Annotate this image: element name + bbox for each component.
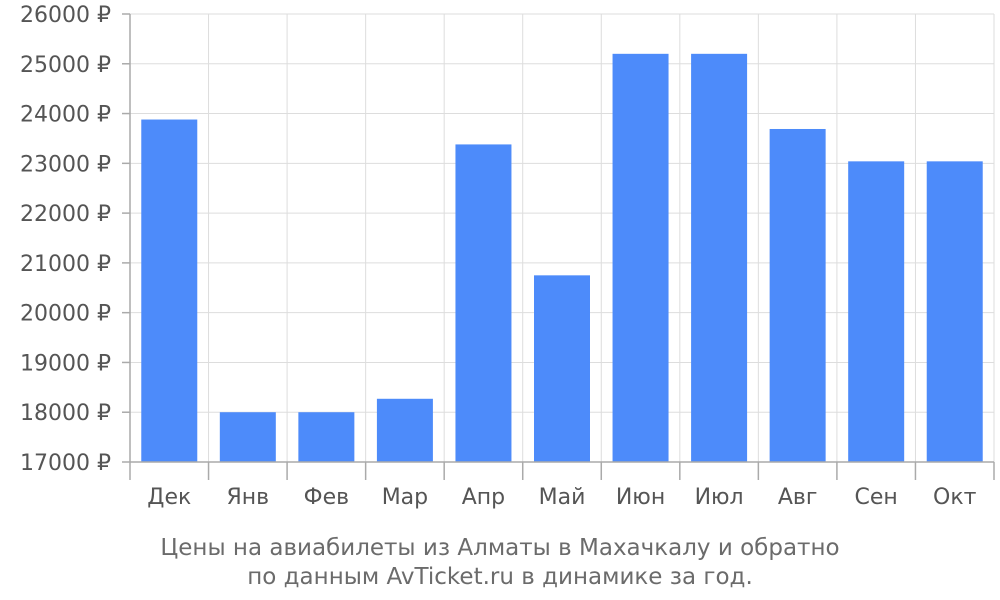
- x-tick-label: Окт: [933, 485, 977, 510]
- bar-Авг: [769, 128, 826, 462]
- bar-Янв: [219, 412, 276, 462]
- chart-caption-line-1: Цены на авиабилеты из Алматы в Махачкалу…: [160, 535, 839, 561]
- bar-Апр: [455, 144, 512, 462]
- x-tick-label: Мар: [382, 485, 428, 510]
- x-tick-label: Апр: [462, 485, 505, 510]
- x-tick-label: Янв: [226, 485, 269, 510]
- y-tick-labels: 17000 ₽ 18000 ₽ 19000 ₽ 20000 ₽ 21000 ₽ 22000…: [20, 3, 111, 476]
- bars: [141, 53, 983, 462]
- y-tick-label: 19000 ₽: [20, 351, 111, 376]
- y-tick-label: 23000 ₽: [20, 152, 111, 177]
- y-tick-label: 21000 ₽: [20, 252, 111, 277]
- y-tick-label: 20000 ₽: [20, 302, 111, 327]
- x-tick-labels: Дек Янв Фев Мар Апр Май Июн Июл Авг Сен Окт: [147, 485, 976, 510]
- x-tick-label: Сен: [855, 485, 898, 510]
- x-tick-label: Май: [539, 485, 586, 510]
- bar-Май: [534, 275, 590, 462]
- bar-Фев: [298, 412, 355, 462]
- bar-Окт: [926, 161, 983, 462]
- chart-caption-line-2: по данным AvTicket.ru в динамике за год.: [247, 564, 753, 590]
- y-tick-label: 25000 ₽: [20, 53, 111, 78]
- grid: [130, 13, 995, 463]
- axes: [122, 13, 995, 480]
- x-tick-label: Дек: [147, 485, 191, 510]
- x-tick-label: Июн: [616, 485, 665, 510]
- y-tick-label: 22000 ₽: [20, 202, 111, 227]
- bar-Июл: [691, 53, 748, 462]
- y-tick-label: 17000 ₽: [20, 451, 111, 476]
- bar-Июн: [612, 53, 669, 462]
- x-tick-label: Фев: [304, 485, 349, 510]
- x-tick-label: Июл: [695, 485, 744, 510]
- bar-Сен: [848, 161, 905, 462]
- bar-Мар: [376, 398, 433, 462]
- x-tick-label: Авг: [778, 485, 818, 510]
- y-tick-label: 18000 ₽: [20, 401, 111, 426]
- y-tick-label: 26000 ₽: [20, 3, 111, 28]
- bar-Дек: [141, 119, 198, 462]
- y-tick-label: 24000 ₽: [20, 103, 111, 128]
